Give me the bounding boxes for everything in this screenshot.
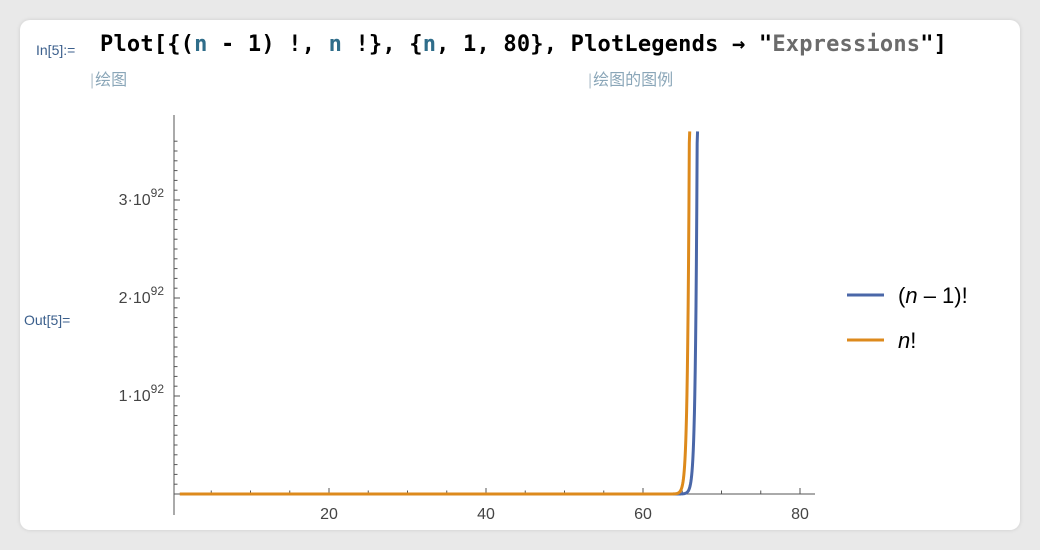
code-token: , 1, 80}, PlotLegends → " [436, 32, 773, 57]
x-tick-label: 40 [477, 506, 495, 523]
y-tick-label: 2·1092 [119, 284, 165, 307]
code-token: Expressions [772, 32, 921, 57]
x-tick-label: 20 [320, 506, 338, 523]
legend-label: n! [898, 328, 916, 353]
code-token: - 1) !, [207, 32, 329, 57]
code-token: "] [920, 32, 948, 57]
legend-label: (n – 1)! [898, 283, 968, 308]
x-tick-label: 80 [791, 506, 809, 523]
code-token: n [422, 32, 437, 57]
notebook-cell: In[5]:= Plot[{(n - 1) !, n !}, {n, 1, 80… [20, 20, 1020, 530]
input-code[interactable]: Plot[{(n - 1) !, n !}, {n, 1, 80}, PlotL… [100, 32, 947, 57]
code-token: n [328, 32, 343, 57]
code-token: n [194, 32, 208, 57]
input-label: In[5]:= [36, 42, 76, 58]
series-line [179, 131, 692, 496]
code-token: Plot[{( [100, 32, 195, 57]
y-tick-label: 1·1092 [119, 382, 165, 405]
y-tick-label: 3·1092 [119, 186, 165, 209]
output-label: Out[5]= [24, 312, 71, 328]
x-tick-label: 60 [634, 506, 652, 523]
code-token: !}, { [342, 32, 423, 57]
hint-plot[interactable]: |绘图 [90, 72, 128, 89]
series-line [179, 131, 700, 496]
hint-plot-legends[interactable]: |绘图的图例 [588, 72, 674, 89]
